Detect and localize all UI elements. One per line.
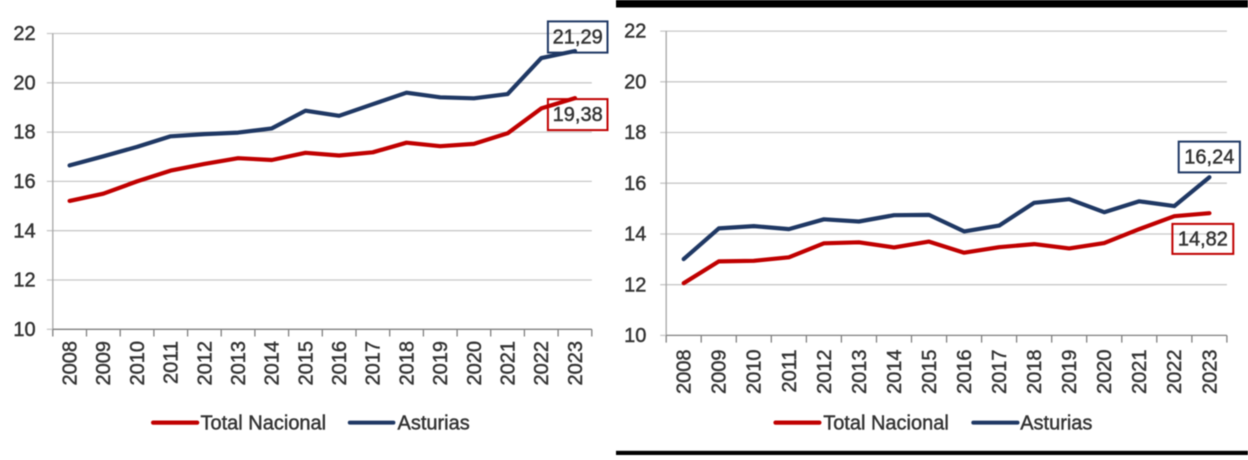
svg-text:Total Nacional: Total Nacional	[201, 412, 327, 434]
svg-text:14: 14	[13, 220, 35, 242]
svg-text:2017: 2017	[363, 341, 385, 386]
svg-text:2016: 2016	[329, 341, 351, 386]
svg-text:2021: 2021	[1129, 350, 1151, 395]
svg-text:20: 20	[13, 72, 35, 94]
svg-text:2012: 2012	[194, 341, 216, 386]
svg-text:2008: 2008	[60, 341, 82, 386]
svg-text:20: 20	[624, 71, 646, 93]
svg-text:Total Nacional: Total Nacional	[823, 412, 949, 434]
svg-text:2009: 2009	[93, 341, 115, 386]
svg-text:2018: 2018	[1024, 350, 1046, 395]
svg-text:2008: 2008	[674, 350, 696, 395]
svg-text:14,82: 14,82	[1178, 229, 1228, 251]
svg-text:Asturias: Asturias	[398, 412, 470, 434]
svg-text:2019: 2019	[1059, 350, 1081, 395]
svg-text:18: 18	[13, 122, 35, 144]
svg-text:2023: 2023	[565, 341, 587, 386]
svg-text:16: 16	[13, 171, 35, 193]
svg-text:2009: 2009	[709, 350, 731, 395]
svg-text:2022: 2022	[531, 341, 553, 386]
svg-text:16,24: 16,24	[1184, 147, 1234, 169]
svg-text:19,38: 19,38	[553, 104, 603, 126]
svg-text:Asturias: Asturias	[1020, 412, 1092, 434]
svg-text:10: 10	[624, 325, 646, 347]
svg-text:2011: 2011	[161, 341, 183, 384]
svg-text:2018: 2018	[396, 341, 418, 386]
svg-text:2021: 2021	[498, 341, 520, 386]
svg-text:12: 12	[13, 270, 35, 292]
svg-text:2015: 2015	[295, 341, 317, 386]
svg-text:2014: 2014	[884, 350, 906, 395]
svg-text:14: 14	[624, 224, 646, 246]
svg-text:2011: 2011	[779, 350, 801, 393]
svg-text:21,29: 21,29	[553, 27, 603, 49]
svg-text:2013: 2013	[228, 341, 250, 386]
svg-text:2023: 2023	[1199, 350, 1221, 395]
svg-text:2014: 2014	[262, 341, 284, 386]
svg-text:2017: 2017	[989, 350, 1011, 395]
svg-text:2012: 2012	[814, 350, 836, 395]
svg-text:12: 12	[624, 274, 646, 296]
svg-text:2010: 2010	[127, 341, 149, 386]
svg-text:2020: 2020	[1094, 350, 1116, 395]
svg-text:2016: 2016	[954, 350, 976, 395]
svg-text:2020: 2020	[464, 341, 486, 386]
svg-text:2015: 2015	[919, 350, 941, 395]
svg-text:22: 22	[13, 23, 35, 45]
svg-text:18: 18	[624, 122, 646, 144]
svg-text:2022: 2022	[1164, 350, 1186, 395]
svg-text:2013: 2013	[849, 350, 871, 395]
svg-text:22: 22	[624, 21, 646, 43]
svg-text:2010: 2010	[744, 350, 766, 395]
svg-text:2019: 2019	[430, 341, 452, 386]
svg-text:10: 10	[13, 319, 35, 341]
svg-text:16: 16	[624, 173, 646, 195]
